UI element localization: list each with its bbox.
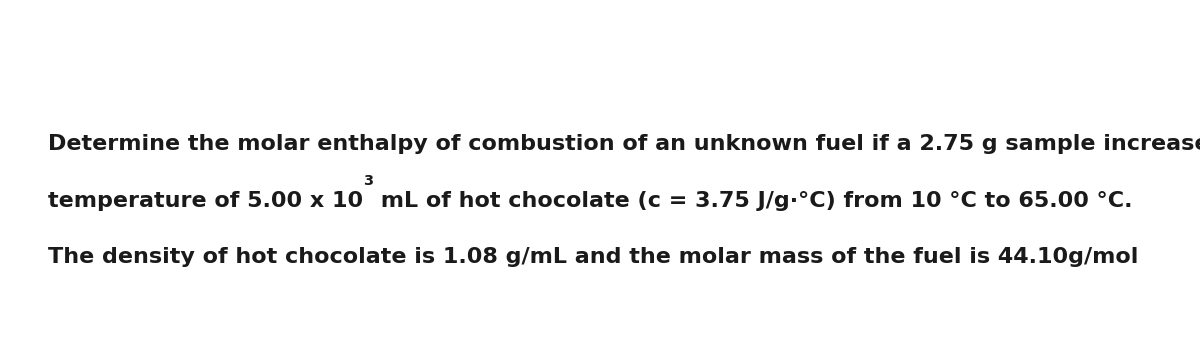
- Text: Determine the molar enthalpy of combustion of an unknown fuel if a 2.75 g sample: Determine the molar enthalpy of combusti…: [48, 134, 1200, 154]
- Text: mL of hot chocolate (c = 3.75 J/g·°C) from 10 °C to 65.00 °C.: mL of hot chocolate (c = 3.75 J/g·°C) fr…: [373, 191, 1133, 211]
- Text: temperature of 5.00 x 10: temperature of 5.00 x 10: [48, 191, 364, 211]
- Text: 3: 3: [364, 174, 373, 188]
- Text: The density of hot chocolate is 1.08 g/mL and the molar mass of the fuel is 44.1: The density of hot chocolate is 1.08 g/m…: [48, 247, 1139, 267]
